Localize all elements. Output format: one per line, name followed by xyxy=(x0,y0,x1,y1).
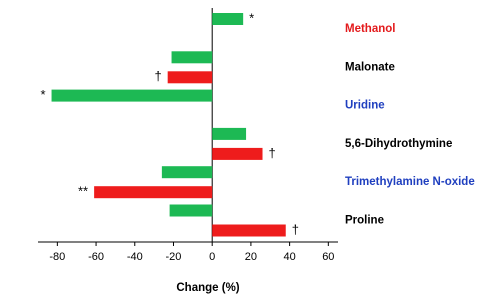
bar xyxy=(212,147,263,160)
bar xyxy=(212,224,286,237)
annotation: * xyxy=(40,87,45,102)
bar xyxy=(169,204,213,217)
x-tick-label: 60 xyxy=(322,251,334,263)
bar xyxy=(167,71,213,84)
category-label: Malonate xyxy=(345,61,395,73)
bar xyxy=(51,89,213,102)
x-tick-label: -60 xyxy=(88,251,104,263)
x-tick-label: 20 xyxy=(245,251,257,263)
bar xyxy=(171,51,213,64)
x-tick-label: -20 xyxy=(166,251,182,263)
category-label: Uridine xyxy=(345,100,385,112)
category-label: Methanol xyxy=(345,23,395,35)
category-label: Trimethylamine N-oxide xyxy=(345,176,475,188)
annotation: † xyxy=(269,145,276,160)
x-tick-label: 40 xyxy=(283,251,295,263)
annotation: ** xyxy=(78,184,88,199)
x-tick-label: 0 xyxy=(209,251,215,263)
bar xyxy=(161,166,213,179)
x-axis-label: Change (%) xyxy=(176,282,239,294)
category-label: 5,6-Dihydrothymine xyxy=(345,138,452,150)
category-label: Proline xyxy=(345,215,384,227)
x-tick-label: -40 xyxy=(127,251,143,263)
annotation: † xyxy=(292,222,299,237)
annotation: * xyxy=(249,10,254,25)
bar xyxy=(212,13,244,25)
annotation: † xyxy=(154,69,161,84)
bar xyxy=(94,186,213,199)
bar xyxy=(212,127,247,140)
x-tick-label: -80 xyxy=(49,251,65,263)
